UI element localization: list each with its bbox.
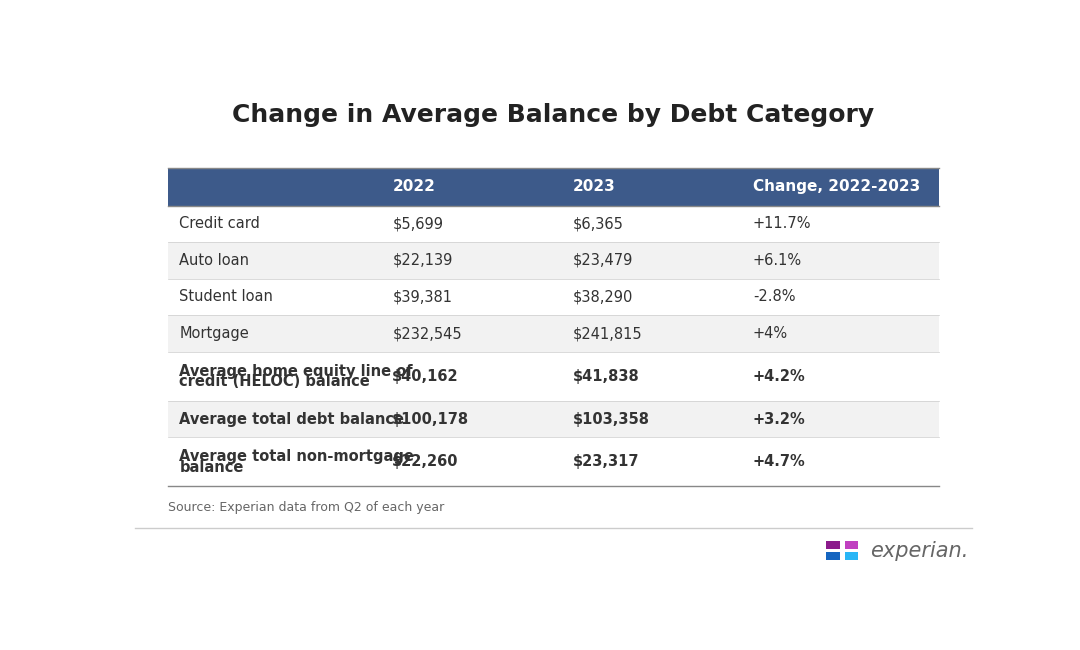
Text: $23,479: $23,479 [572, 253, 633, 268]
Bar [381, 242, 562, 279]
Text: Mortgage: Mortgage [179, 326, 249, 341]
Bar [742, 168, 939, 205]
Text: Change, 2022-2023: Change, 2022-2023 [753, 179, 920, 194]
Text: $5,699: $5,699 [392, 216, 444, 231]
Bar [826, 552, 840, 560]
Bar [168, 401, 381, 437]
Text: +6.1%: +6.1% [753, 253, 802, 268]
Bar [381, 168, 562, 205]
Bar [168, 279, 381, 315]
Text: $6,365: $6,365 [572, 216, 623, 231]
Bar [168, 242, 381, 279]
Text: $103,358: $103,358 [572, 411, 649, 426]
Text: Average total non-mortgage: Average total non-mortgage [179, 449, 415, 464]
Bar [381, 315, 562, 352]
Text: credit (HELOC) balance: credit (HELOC) balance [179, 374, 370, 389]
Bar [381, 437, 562, 486]
Bar [562, 352, 742, 401]
Text: $41,838: $41,838 [572, 369, 639, 383]
Text: +4%: +4% [753, 326, 788, 341]
Text: Change in Average Balance by Debt Category: Change in Average Balance by Debt Catego… [232, 103, 875, 127]
Text: balance: balance [179, 460, 244, 474]
Text: Average total debt balance: Average total debt balance [179, 411, 404, 426]
Bar [742, 437, 939, 486]
Bar [562, 242, 742, 279]
Text: +4.7%: +4.7% [753, 454, 806, 469]
Text: Credit card: Credit card [179, 216, 260, 231]
Bar [168, 437, 381, 486]
Bar [381, 352, 562, 401]
Text: +4.2%: +4.2% [753, 369, 806, 383]
Bar [845, 541, 859, 549]
Text: Student loan: Student loan [179, 289, 273, 304]
Text: $232,545: $232,545 [392, 326, 462, 341]
Bar [742, 352, 939, 401]
Bar [168, 352, 381, 401]
Text: $241,815: $241,815 [572, 326, 643, 341]
Text: 2022: 2022 [392, 179, 435, 194]
Bar [742, 401, 939, 437]
Bar [742, 205, 939, 242]
Text: $38,290: $38,290 [572, 289, 633, 304]
Bar [742, 279, 939, 315]
Bar [168, 205, 381, 242]
Bar [742, 242, 939, 279]
Bar [168, 168, 381, 205]
Text: Source: Experian data from Q2 of each year: Source: Experian data from Q2 of each ye… [168, 501, 445, 514]
Text: Average home equity line of: Average home equity line of [179, 363, 413, 378]
Bar [562, 279, 742, 315]
Text: $39,381: $39,381 [392, 289, 453, 304]
Bar [845, 552, 859, 560]
Bar [562, 168, 742, 205]
Text: $40,162: $40,162 [392, 369, 459, 383]
Text: -2.8%: -2.8% [753, 289, 795, 304]
Bar [381, 279, 562, 315]
Bar [562, 205, 742, 242]
Text: $22,260: $22,260 [392, 454, 459, 469]
Text: Auto loan: Auto loan [179, 253, 249, 268]
Text: $100,178: $100,178 [392, 411, 470, 426]
Bar [168, 315, 381, 352]
Bar [381, 205, 562, 242]
Text: $22,139: $22,139 [392, 253, 453, 268]
Bar [742, 315, 939, 352]
Bar [562, 315, 742, 352]
Bar [381, 401, 562, 437]
Text: experian.: experian. [869, 541, 969, 561]
Text: 2023: 2023 [572, 179, 616, 194]
Bar [562, 437, 742, 486]
Bar [562, 401, 742, 437]
Text: +3.2%: +3.2% [753, 411, 806, 426]
Text: $23,317: $23,317 [572, 454, 639, 469]
Bar [826, 541, 840, 549]
Text: +11.7%: +11.7% [753, 216, 811, 231]
